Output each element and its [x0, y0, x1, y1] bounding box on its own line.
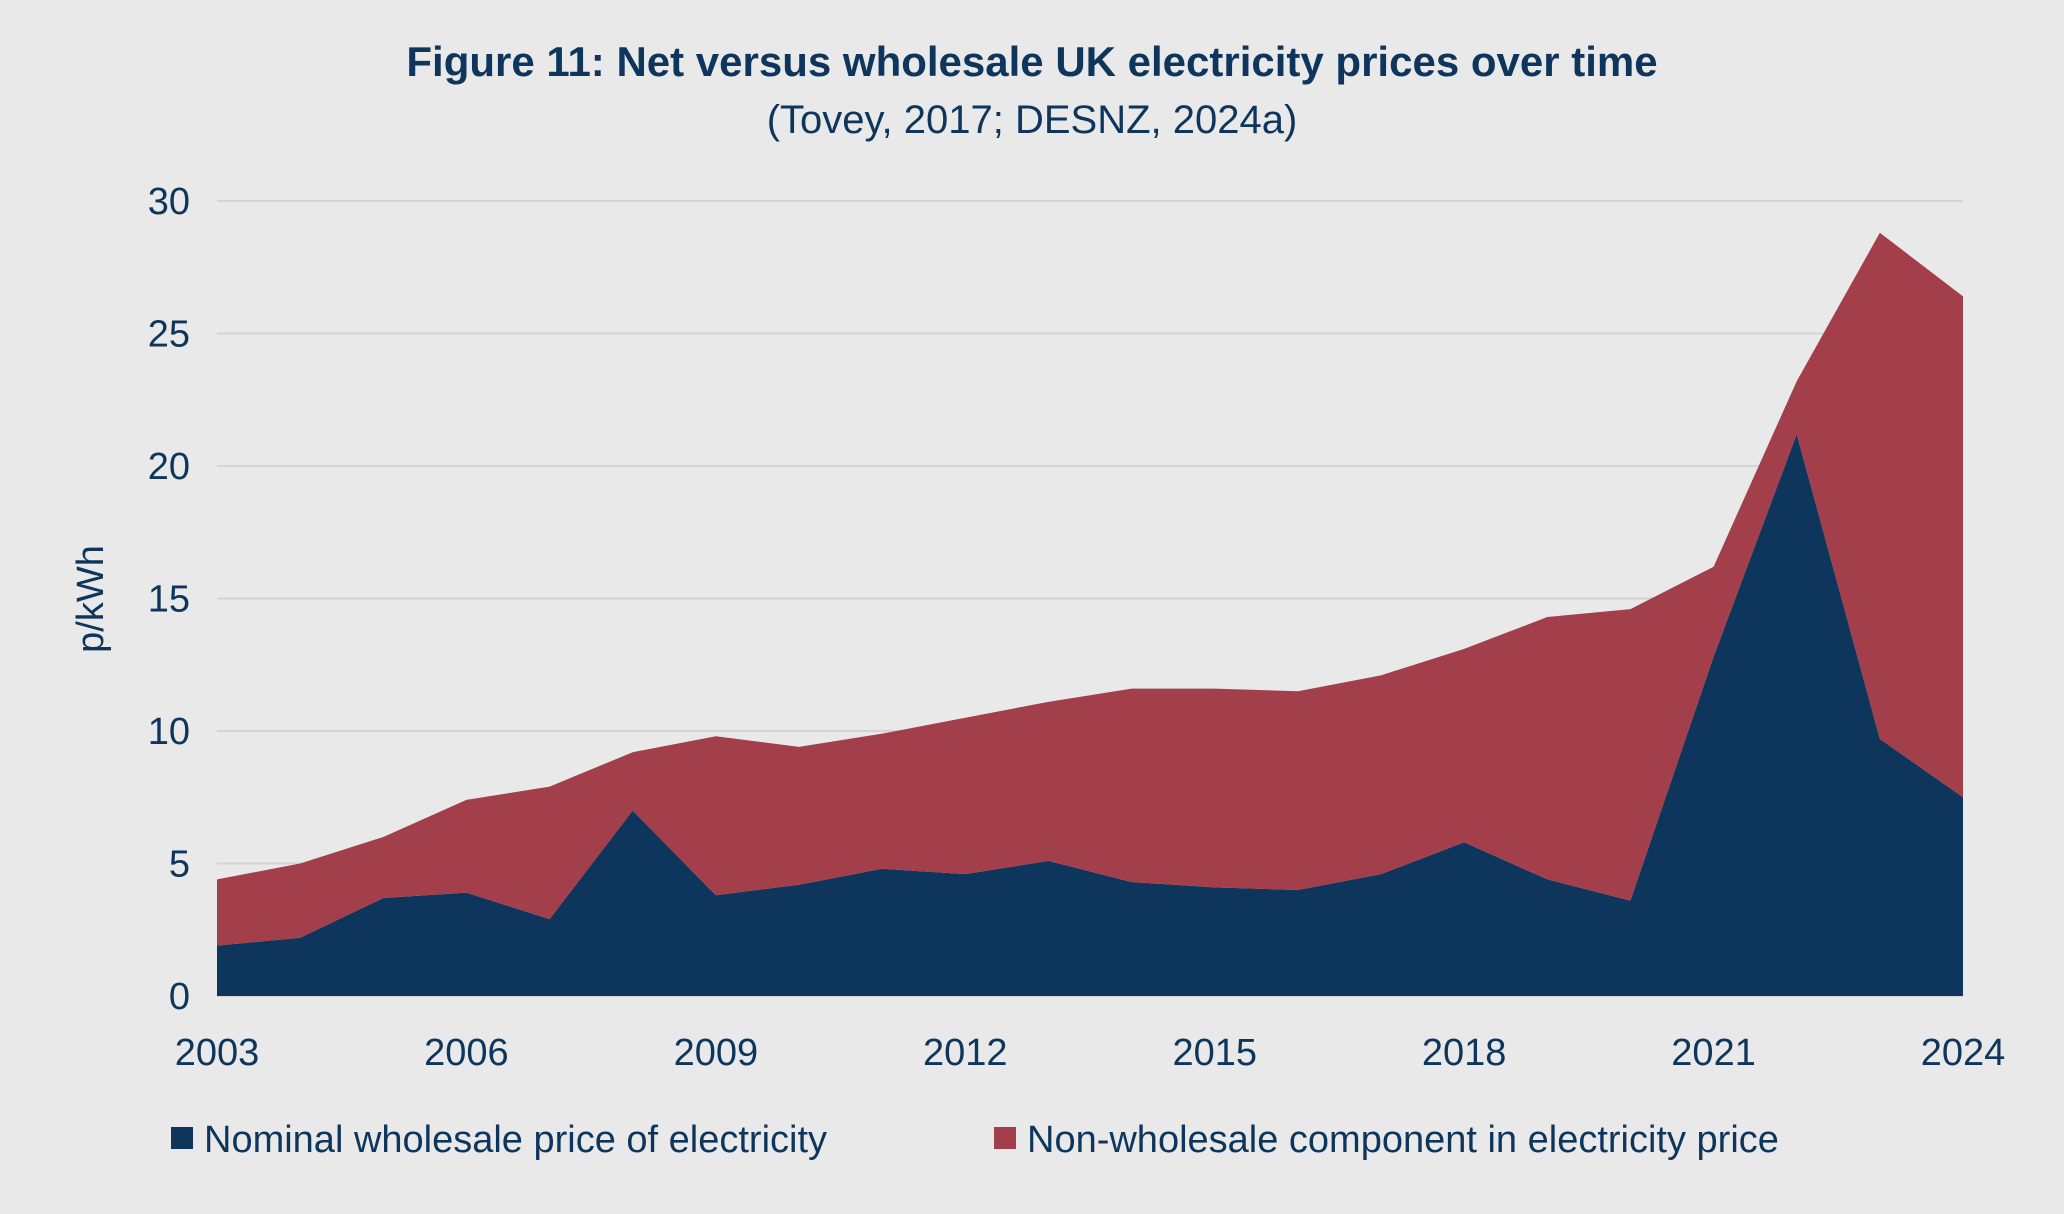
chart-subtitle: (Tovey, 2017; DESNZ, 2024a) — [767, 98, 1298, 142]
legend-label-non-wholesale: Non-wholesale component in electricity p… — [1027, 1119, 1779, 1161]
x-tick-label: 2003 — [175, 1032, 260, 1074]
chart-title: Figure 11: Net versus wholesale UK elect… — [406, 38, 1657, 85]
x-tick-label: 2006 — [424, 1032, 509, 1074]
legend: Nominal wholesale price of electricity N… — [171, 1119, 1779, 1161]
x-tick-label: 2024 — [1921, 1032, 2006, 1074]
y-tick-label: 15 — [148, 579, 190, 621]
y-axis-ticks: 0 5 10 15 20 25 30 — [148, 181, 190, 1018]
x-tick-label: 2018 — [1422, 1032, 1507, 1074]
x-axis-ticks: 2003 2006 2009 2012 2015 2018 2021 2024 — [175, 1032, 2006, 1074]
legend-swatch-non-wholesale — [994, 1127, 1016, 1149]
y-tick-label: 30 — [148, 181, 190, 223]
legend-label-wholesale: Nominal wholesale price of electricity — [204, 1119, 827, 1161]
x-tick-label: 2009 — [674, 1032, 759, 1074]
plot-areas — [217, 233, 1963, 996]
x-tick-label: 2021 — [1671, 1032, 1756, 1074]
legend-swatch-wholesale — [171, 1127, 193, 1149]
y-tick-label: 20 — [148, 446, 190, 488]
y-tick-label: 5 — [169, 844, 190, 886]
y-tick-label: 10 — [148, 711, 190, 753]
y-axis-label: p/kWh — [70, 545, 112, 653]
y-tick-label: 25 — [148, 314, 190, 356]
y-tick-label: 0 — [169, 976, 190, 1018]
x-tick-label: 2015 — [1172, 1032, 1257, 1074]
x-tick-label: 2012 — [923, 1032, 1008, 1074]
